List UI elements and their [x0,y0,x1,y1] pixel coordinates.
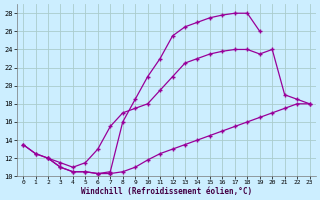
X-axis label: Windchill (Refroidissement éolien,°C): Windchill (Refroidissement éolien,°C) [81,187,252,196]
